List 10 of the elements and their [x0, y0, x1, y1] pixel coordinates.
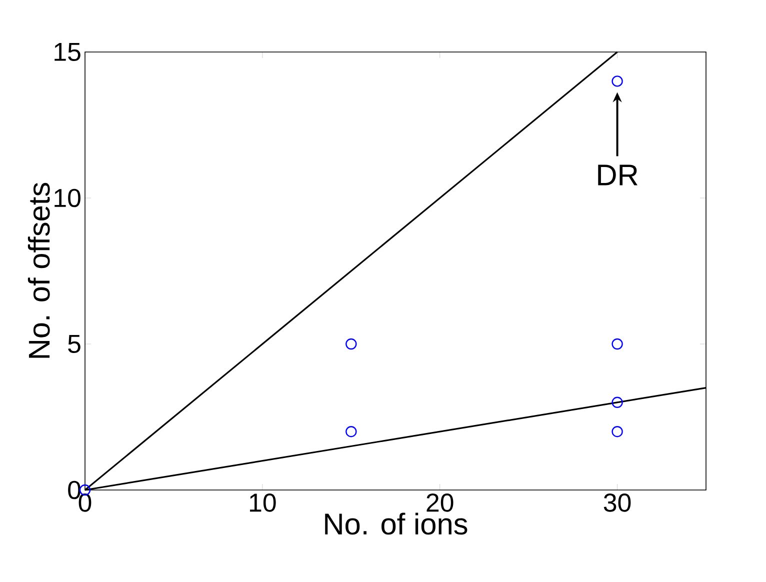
y-tick-label: 10 [54, 188, 80, 208]
x-tick-label: 30 [604, 494, 631, 512]
x-tick-label: 10 [250, 494, 276, 512]
y-tick-label: 0 [68, 480, 80, 500]
annotation: DR [598, 164, 638, 186]
y-axis-title: No. of offsets [28, 182, 50, 358]
y-tick-label: 5 [68, 334, 80, 354]
y-tick-label: 15 [54, 42, 80, 62]
x-tick-label: 20 [426, 494, 454, 512]
x-axis-title: No. of ions [325, 512, 468, 535]
